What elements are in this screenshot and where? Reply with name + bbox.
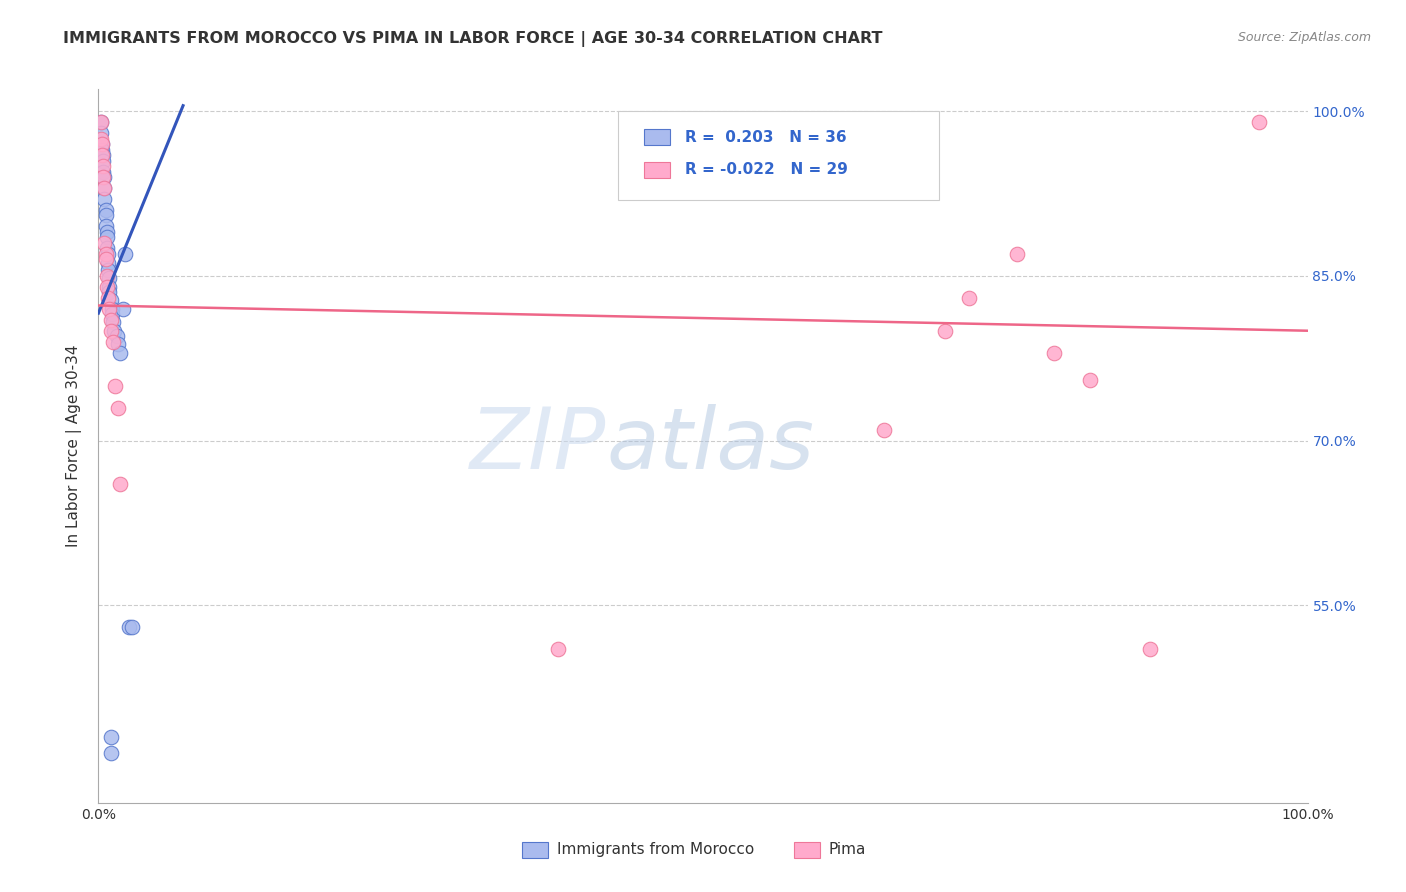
Point (94, 219, 117, 234)
Point (98, 271, 121, 285)
Text: ZIP: ZIP (470, 404, 606, 488)
Point (100, 324, 122, 338)
Point (107, 401, 129, 415)
Point (108, 345, 131, 359)
Point (93, 235, 115, 250)
Point (100, 312, 122, 326)
Text: R =  0.203   N = 36: R = 0.203 N = 36 (685, 129, 846, 145)
FancyBboxPatch shape (644, 129, 671, 145)
Point (91, 143, 114, 157)
Point (101, 315, 124, 329)
Point (100, 293, 122, 307)
Point (93, 169, 115, 184)
Point (90, 126, 112, 140)
Point (91, 153, 114, 168)
Point (103, 324, 125, 338)
Point (93, 181, 115, 195)
Point (100, 307, 122, 321)
Text: Pima: Pima (828, 842, 866, 856)
Point (100, 730, 122, 744)
Point (934, 324, 956, 338)
Point (107, 337, 129, 351)
Text: R = -0.022   N = 29: R = -0.022 N = 29 (685, 162, 848, 178)
Point (98, 280, 121, 294)
Point (105, 329, 128, 343)
FancyBboxPatch shape (793, 842, 820, 858)
Point (90, 131, 112, 145)
FancyBboxPatch shape (644, 162, 671, 178)
Point (104, 378, 127, 392)
Point (98, 301, 121, 316)
Point (94, 202, 117, 217)
Point (108, 477, 131, 491)
Point (97, 247, 120, 261)
Point (91, 148, 114, 162)
Text: Immigrants from Morocco: Immigrants from Morocco (557, 842, 754, 856)
Point (93, 181, 115, 195)
Point (94, 247, 117, 261)
Point (96, 230, 118, 244)
Point (96, 225, 118, 239)
Point (93, 192, 115, 206)
Point (1139, 642, 1161, 657)
Point (96, 241, 118, 255)
Point (1042, 345, 1064, 359)
Point (90, 115, 112, 129)
Text: atlas: atlas (606, 404, 814, 488)
Point (91, 137, 114, 152)
Point (101, 334, 124, 349)
Point (111, 301, 134, 316)
Point (97, 291, 120, 305)
Point (91, 148, 114, 162)
Point (547, 642, 569, 657)
Point (91, 137, 114, 152)
Point (1249, 115, 1271, 129)
Point (91, 164, 114, 178)
Text: IMMIGRANTS FROM MOROCCO VS PIMA IN LABOR FORCE | AGE 30-34 CORRELATION CHART: IMMIGRANTS FROM MOROCCO VS PIMA IN LABOR… (63, 31, 883, 47)
Point (100, 747, 122, 761)
Y-axis label: In Labor Force | Age 30-34: In Labor Force | Age 30-34 (66, 344, 83, 548)
FancyBboxPatch shape (522, 842, 548, 858)
Point (94, 209, 117, 223)
Point (121, 620, 143, 634)
FancyBboxPatch shape (619, 111, 939, 200)
Point (118, 620, 141, 634)
Point (114, 247, 136, 261)
Point (873, 423, 896, 437)
Text: Source: ZipAtlas.com: Source: ZipAtlas.com (1237, 31, 1371, 45)
Point (94, 252, 117, 267)
Point (96, 280, 118, 294)
Point (91, 169, 114, 184)
Point (957, 291, 980, 305)
Point (96, 268, 118, 283)
Point (100, 301, 122, 316)
Point (1078, 373, 1101, 387)
Point (97, 255, 120, 269)
Point (1007, 247, 1029, 261)
Point (90, 115, 112, 129)
Point (98, 285, 121, 300)
Point (91, 159, 114, 173)
Point (97, 263, 120, 277)
